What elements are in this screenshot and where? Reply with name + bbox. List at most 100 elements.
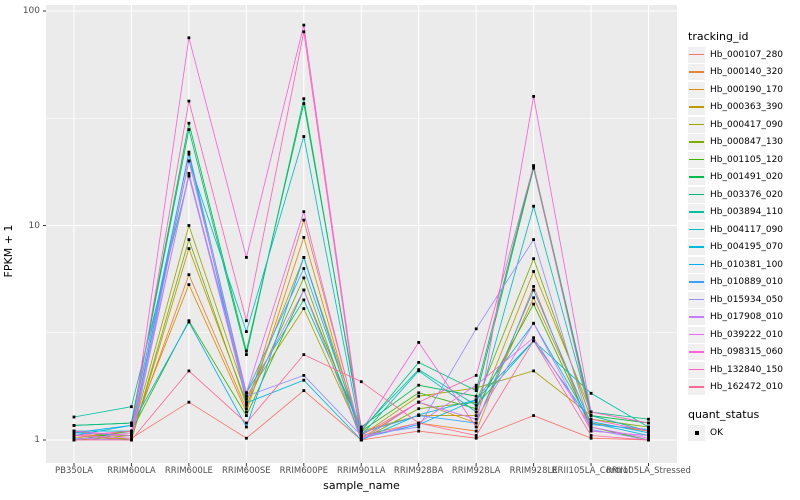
data-point bbox=[187, 400, 191, 404]
data-point bbox=[417, 429, 421, 433]
legend-entry: Hb_098315_060 bbox=[688, 344, 800, 362]
x-tick-label: RRIM901LA bbox=[336, 466, 386, 476]
data-point bbox=[359, 425, 363, 429]
legend-entry: Hb_000847_130 bbox=[688, 134, 800, 152]
data-point bbox=[417, 421, 421, 425]
legend-entry-label: Hb_001491_020 bbox=[710, 172, 784, 183]
data-point bbox=[474, 407, 478, 411]
data-point bbox=[302, 236, 306, 239]
data-point bbox=[532, 288, 535, 292]
x-tick-label: RRIM928LA bbox=[451, 466, 501, 476]
x-axis-title: sample_name bbox=[323, 479, 400, 492]
data-point bbox=[302, 378, 306, 382]
legend-title-tracking-id: tracking_id bbox=[688, 30, 749, 43]
data-point bbox=[647, 417, 650, 421]
data-point bbox=[532, 414, 535, 417]
legend: tracking_id Hb_000107_280 Hb_000140_320 Hb… bbox=[688, 30, 800, 442]
data-point bbox=[417, 414, 421, 417]
data-point bbox=[474, 327, 478, 331]
data-point bbox=[302, 102, 306, 105]
legend-color-line bbox=[689, 351, 704, 353]
legend-color-line bbox=[689, 228, 704, 231]
data-point bbox=[589, 429, 593, 433]
legend-entry: Hb_003376_020 bbox=[688, 186, 800, 204]
x-tick-label: RRIM928LE bbox=[509, 466, 558, 476]
data-point bbox=[245, 401, 248, 405]
data-point bbox=[474, 434, 478, 437]
data-point bbox=[302, 389, 306, 392]
x-tick-label: RRIM600SE bbox=[222, 466, 271, 476]
data-point bbox=[532, 336, 535, 340]
legend-color-line bbox=[689, 53, 704, 56]
data-point bbox=[302, 97, 306, 101]
data-point bbox=[245, 404, 248, 407]
data-point bbox=[130, 421, 133, 425]
data-point bbox=[589, 421, 593, 425]
data-point bbox=[245, 425, 248, 429]
data-point bbox=[474, 386, 478, 390]
legend-key-line-icon bbox=[688, 116, 705, 133]
data-point bbox=[302, 23, 306, 27]
data-point bbox=[532, 296, 535, 300]
legend-entry: Hb_000140_320 bbox=[688, 64, 800, 82]
data-point bbox=[532, 339, 535, 343]
data-point bbox=[647, 425, 650, 429]
data-point bbox=[302, 30, 306, 34]
data-point bbox=[187, 128, 191, 131]
legend-entry-label: Hb_162472_010 bbox=[710, 382, 784, 393]
data-point bbox=[187, 159, 191, 163]
legend-spacer bbox=[688, 396, 800, 408]
x-tick-label: RRIM600PE bbox=[279, 466, 328, 476]
y-tick-label: 1 bbox=[34, 435, 40, 445]
x-tick-label: RRII105LA_Control bbox=[551, 466, 631, 476]
legend-entry: Hb_000363_390 bbox=[688, 99, 800, 117]
legend-entry: Hb_039222_010 bbox=[688, 326, 800, 344]
legend-key-line-icon bbox=[688, 239, 705, 256]
data-point bbox=[474, 414, 478, 417]
data-point bbox=[245, 397, 248, 401]
legend-color-line bbox=[689, 71, 704, 73]
data-point bbox=[589, 414, 593, 417]
data-point bbox=[72, 431, 76, 435]
data-point bbox=[417, 407, 421, 411]
legend-entry: Hb_000107_280 bbox=[688, 46, 800, 64]
data-point bbox=[532, 270, 535, 273]
data-point bbox=[474, 429, 478, 433]
data-point bbox=[130, 431, 133, 435]
data-point bbox=[474, 374, 478, 377]
data-point bbox=[647, 438, 650, 442]
legend-entry-label: Hb_003894_110 bbox=[710, 207, 784, 218]
data-point bbox=[302, 374, 306, 377]
data-point bbox=[474, 383, 478, 387]
data-point bbox=[72, 429, 76, 433]
data-point bbox=[359, 434, 363, 437]
data-point bbox=[359, 429, 363, 433]
data-point bbox=[532, 369, 535, 373]
data-point bbox=[359, 431, 363, 435]
data-point bbox=[187, 320, 191, 324]
legend-entry: Hb_001491_020 bbox=[688, 169, 800, 187]
legend-color-line bbox=[689, 88, 704, 91]
data-point bbox=[72, 434, 76, 437]
legend-key-line-icon bbox=[688, 46, 705, 63]
data-point bbox=[647, 428, 650, 431]
legend-entry-label: Hb_000417_090 bbox=[710, 119, 784, 130]
legend-entry-label: Hb_004117_090 bbox=[710, 224, 784, 235]
data-point bbox=[359, 380, 363, 384]
data-point bbox=[187, 273, 191, 277]
legend-entry-label: Hb_000107_280 bbox=[710, 49, 784, 60]
legend-key-line-icon bbox=[688, 361, 705, 378]
legend-entry-quant: OK bbox=[688, 424, 800, 442]
data-point bbox=[589, 425, 593, 429]
data-point bbox=[302, 276, 306, 280]
data-point bbox=[72, 424, 76, 427]
data-point bbox=[245, 353, 248, 356]
data-point bbox=[647, 434, 650, 437]
x-tick-label: RRIM600LE bbox=[164, 466, 213, 476]
data-point bbox=[474, 389, 478, 392]
data-point bbox=[302, 288, 306, 292]
data-point bbox=[302, 267, 306, 270]
data-point bbox=[589, 423, 593, 426]
legend-entry-label: Hb_010381_100 bbox=[710, 259, 784, 270]
